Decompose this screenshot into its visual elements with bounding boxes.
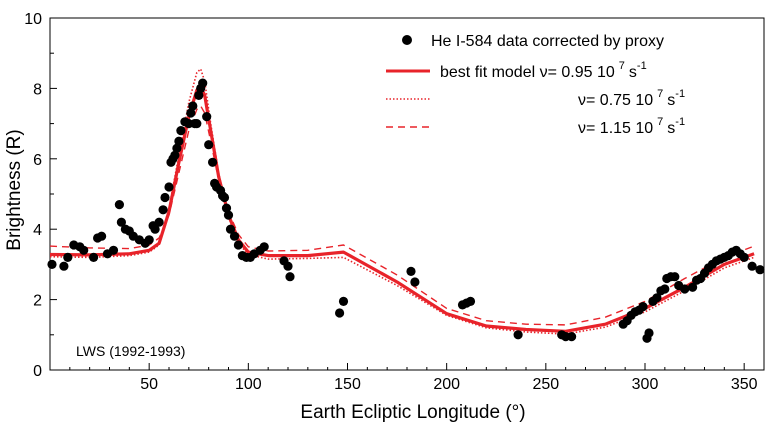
dataset-annotation: LWS (1992-1993) [76, 343, 185, 359]
y-tick-label: 10 [24, 11, 42, 28]
data-point [59, 261, 69, 271]
data-point [225, 224, 236, 234]
data-point [680, 284, 690, 294]
y-tick-label: 6 [33, 152, 42, 169]
data-point [150, 224, 160, 234]
data-point [154, 217, 164, 227]
data-point [465, 296, 476, 306]
x-axis-ticks: 50 100 150 200 250 300 350 [69, 363, 758, 393]
legend-label-nu-115: ν= 1.15 10 7 s-1 [578, 116, 685, 137]
data-point [170, 150, 180, 160]
data-point [174, 136, 184, 146]
data-point [747, 261, 757, 271]
data-point [192, 119, 202, 129]
data-point [219, 192, 230, 203]
data-point [158, 205, 168, 215]
data-point [410, 277, 420, 287]
data-point [223, 210, 234, 220]
data-points [47, 78, 765, 343]
data-point [164, 182, 174, 192]
data-point [114, 200, 124, 210]
data-point [208, 157, 218, 167]
data-point [221, 203, 232, 213]
data-point [79, 245, 89, 255]
data-point [108, 245, 119, 255]
x-tick-label: 200 [433, 376, 460, 393]
legend-label-nu-075: ν= 0.75 10 7 s-1 [578, 88, 685, 109]
data-point [670, 272, 680, 282]
x-tick-label: 300 [632, 376, 659, 393]
data-point [513, 330, 523, 340]
data-point [202, 112, 212, 122]
data-point [198, 78, 208, 88]
data-point [186, 108, 196, 118]
data-point [160, 192, 170, 203]
data-point [204, 140, 214, 150]
y-tick-label: 2 [33, 293, 42, 310]
legend-label-data: He I-584 data corrected by proxy [431, 33, 664, 50]
data-point [97, 231, 107, 241]
x-tick-label: 350 [731, 376, 758, 393]
data-point [652, 293, 662, 303]
data-point [63, 252, 73, 262]
legend-marker-data [402, 35, 412, 45]
y-tick-label: 4 [33, 222, 42, 239]
x-tick-label: 150 [334, 376, 361, 393]
x-tick-label: 50 [140, 376, 158, 393]
y-tick-label: 0 [33, 363, 42, 380]
data-point [283, 261, 293, 271]
data-point [688, 282, 698, 292]
data-point [638, 302, 648, 312]
y-tick-label: 8 [33, 81, 42, 98]
data-point [172, 143, 182, 153]
data-point [406, 266, 416, 276]
y-axis-title: Brightness (R) [4, 129, 25, 250]
y-axis-ticks: 0 2 4 6 8 10 [24, 11, 57, 380]
data-point [229, 231, 240, 241]
data-point [338, 296, 349, 306]
x-tick-label: 100 [235, 376, 262, 393]
x-tick-label: 250 [532, 376, 559, 393]
x-axis-title: Earth Ecliptic Longitude (°) [300, 402, 525, 423]
data-point [755, 265, 765, 275]
data-point [259, 242, 269, 252]
model-line-dashed [49, 105, 755, 326]
data-point [194, 90, 204, 100]
data-point [739, 252, 749, 262]
data-point [285, 272, 295, 282]
data-point [176, 126, 186, 136]
data-point [233, 240, 243, 250]
legend: He I-584 data corrected by proxy best fi… [386, 33, 685, 137]
legend-label-best-fit: best fit model ν= 0.95 10 7 s-1 [440, 60, 647, 81]
data-point [567, 332, 577, 342]
data-point [644, 328, 654, 338]
data-point [89, 252, 99, 262]
data-point [116, 217, 126, 227]
data-point [335, 308, 345, 318]
data-point [188, 101, 198, 111]
data-point [660, 284, 670, 294]
data-point [144, 235, 154, 245]
model-line-solid-thick [49, 85, 755, 333]
